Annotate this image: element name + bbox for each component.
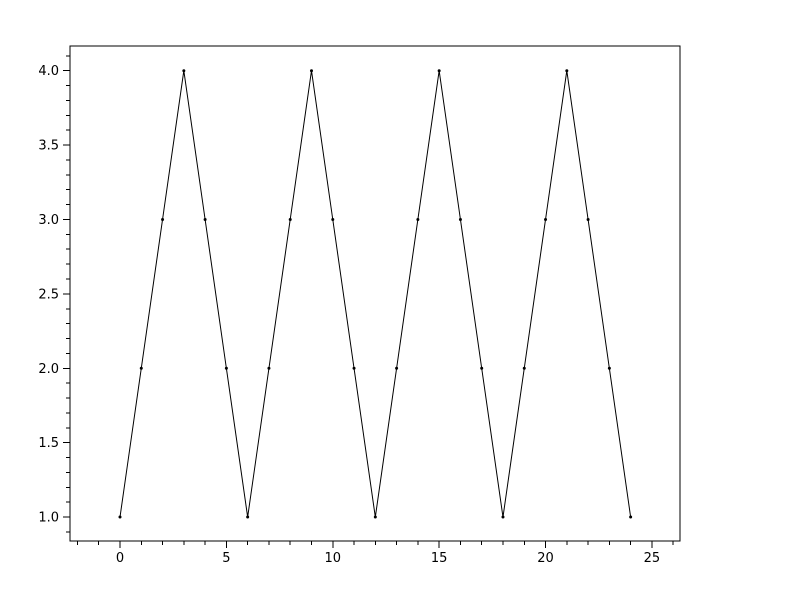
x-tick-label: 25	[644, 551, 661, 566]
y-tick-label: 4.0	[38, 64, 59, 79]
y-tick-label: 2.5	[38, 287, 59, 302]
data-point	[544, 217, 548, 221]
y-tick-label: 2.0	[38, 362, 59, 377]
x-tick-label: 5	[222, 551, 230, 566]
data-point	[267, 366, 271, 370]
x-tick-label: 15	[431, 551, 448, 566]
x-tick-label: 20	[537, 551, 554, 566]
y-tick-label: 3.0	[38, 213, 59, 228]
data-point	[458, 217, 462, 221]
data-point	[522, 366, 526, 370]
data-point	[607, 366, 611, 370]
data-point	[203, 217, 207, 221]
data-point	[586, 217, 590, 221]
data-point	[161, 217, 165, 221]
data-point	[309, 69, 313, 73]
x-tick-label: 0	[116, 551, 124, 566]
data-point	[373, 515, 377, 519]
data-point	[118, 515, 122, 519]
data-point	[416, 217, 420, 221]
data-point	[139, 366, 143, 370]
data-point	[565, 69, 569, 73]
y-tick-label: 3.5	[38, 139, 59, 154]
data-point	[480, 366, 484, 370]
data-point	[224, 366, 228, 370]
data-point	[437, 69, 441, 73]
data-point	[629, 515, 633, 519]
data-point	[352, 366, 356, 370]
y-tick-label: 1.5	[38, 436, 59, 451]
x-tick-label: 10	[324, 551, 341, 566]
data-point	[288, 217, 292, 221]
data-point	[331, 217, 335, 221]
y-tick-label: 1.0	[38, 511, 59, 526]
data-point	[182, 69, 186, 73]
data-point	[246, 515, 250, 519]
data-point	[395, 366, 399, 370]
data-point	[501, 515, 505, 519]
